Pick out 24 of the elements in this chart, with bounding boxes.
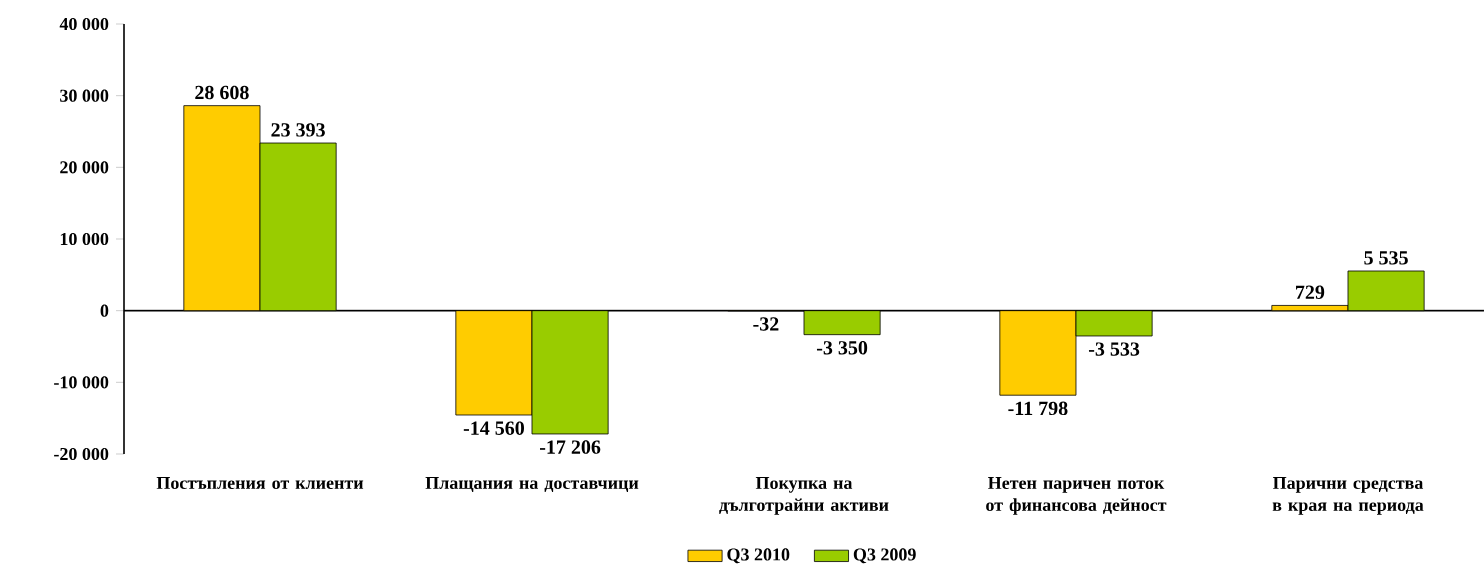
- data-label: -32: [753, 317, 779, 331]
- data-label: -11 798: [1008, 401, 1068, 416]
- data-label: 23 393: [271, 123, 325, 137]
- data-label: 5 535: [1364, 251, 1408, 265]
- legend-label: Q3 2009: [853, 548, 916, 564]
- y-tick-label: 10 000: [60, 232, 109, 246]
- data-label: -17 206: [539, 440, 601, 454]
- legend-label: Q3 2010: [727, 548, 790, 564]
- x-tick-label: Постъпления от клиенти: [156, 477, 364, 490]
- x-tick-label: Парични средства в края на периода: [1272, 477, 1424, 515]
- y-tick-label: 30 000: [60, 89, 109, 102]
- x-tick-label: Нетен паричен поток от финансова дейност: [986, 477, 1167, 515]
- x-tick-label: Плащания на доставчици: [425, 477, 639, 492]
- data-label: -3 350: [816, 341, 868, 355]
- y-tick-label: 0: [100, 304, 109, 317]
- y-tick-label: -20 000: [54, 447, 109, 461]
- data-label: -14 560: [463, 421, 524, 435]
- y-tick-label: -10 000: [54, 376, 109, 389]
- y-tick-label: 40 000: [59, 17, 109, 31]
- data-label: 729: [1296, 285, 1325, 300]
- data-label: 28 608: [195, 85, 249, 100]
- y-tick-label: 20 000: [60, 161, 109, 174]
- x-tick-label: Покупка на дълготрайни активи: [719, 477, 889, 515]
- data-label: -3 533: [1088, 342, 1140, 356]
